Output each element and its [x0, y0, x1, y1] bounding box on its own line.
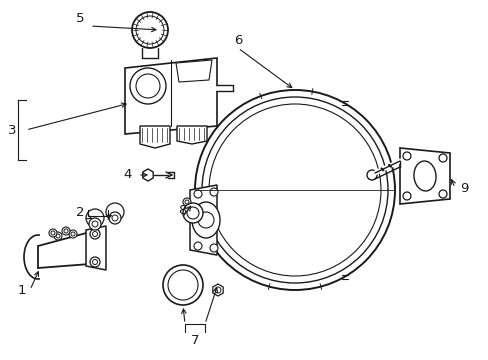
Text: 7: 7: [190, 333, 199, 346]
Text: 1: 1: [18, 284, 26, 297]
Circle shape: [215, 287, 221, 293]
Circle shape: [130, 68, 165, 104]
Circle shape: [168, 270, 198, 300]
Text: 4: 4: [123, 168, 132, 181]
Text: 2: 2: [76, 207, 84, 220]
Polygon shape: [190, 185, 217, 255]
Polygon shape: [142, 169, 153, 181]
Circle shape: [209, 188, 218, 196]
Polygon shape: [212, 284, 223, 296]
Text: 6: 6: [233, 33, 242, 46]
Circle shape: [198, 212, 214, 228]
Circle shape: [109, 212, 121, 224]
Circle shape: [92, 260, 97, 265]
Text: 8: 8: [178, 203, 186, 216]
Ellipse shape: [413, 161, 435, 191]
Circle shape: [89, 218, 101, 230]
Circle shape: [69, 230, 77, 238]
Polygon shape: [140, 126, 170, 148]
Circle shape: [112, 215, 118, 221]
Circle shape: [194, 190, 202, 198]
Circle shape: [64, 229, 68, 233]
Polygon shape: [38, 232, 90, 268]
Circle shape: [208, 104, 380, 276]
Circle shape: [136, 74, 160, 98]
Circle shape: [54, 232, 62, 240]
Circle shape: [366, 170, 376, 180]
Circle shape: [92, 231, 97, 237]
Polygon shape: [176, 60, 212, 82]
Polygon shape: [177, 126, 206, 144]
Circle shape: [51, 231, 55, 235]
Circle shape: [136, 16, 163, 44]
Text: 5: 5: [76, 12, 84, 24]
Circle shape: [106, 203, 124, 221]
Circle shape: [209, 244, 218, 252]
Circle shape: [90, 229, 100, 239]
Circle shape: [163, 265, 203, 305]
Text: 3: 3: [8, 123, 16, 136]
Ellipse shape: [192, 202, 220, 238]
Circle shape: [186, 207, 199, 219]
Circle shape: [92, 221, 98, 227]
Circle shape: [184, 200, 189, 204]
Circle shape: [183, 198, 191, 206]
Circle shape: [132, 12, 168, 48]
Circle shape: [202, 97, 387, 283]
Circle shape: [402, 152, 410, 160]
Circle shape: [195, 90, 394, 290]
Circle shape: [86, 209, 104, 227]
Circle shape: [71, 232, 75, 236]
Circle shape: [62, 227, 70, 235]
Circle shape: [402, 192, 410, 200]
Circle shape: [183, 203, 203, 223]
Polygon shape: [399, 148, 449, 204]
Circle shape: [49, 229, 57, 237]
Circle shape: [438, 154, 446, 162]
Circle shape: [194, 242, 202, 250]
Circle shape: [90, 257, 100, 267]
Circle shape: [56, 234, 60, 238]
Polygon shape: [86, 226, 106, 270]
Polygon shape: [125, 58, 217, 134]
Text: 9: 9: [459, 181, 467, 194]
Circle shape: [438, 190, 446, 198]
